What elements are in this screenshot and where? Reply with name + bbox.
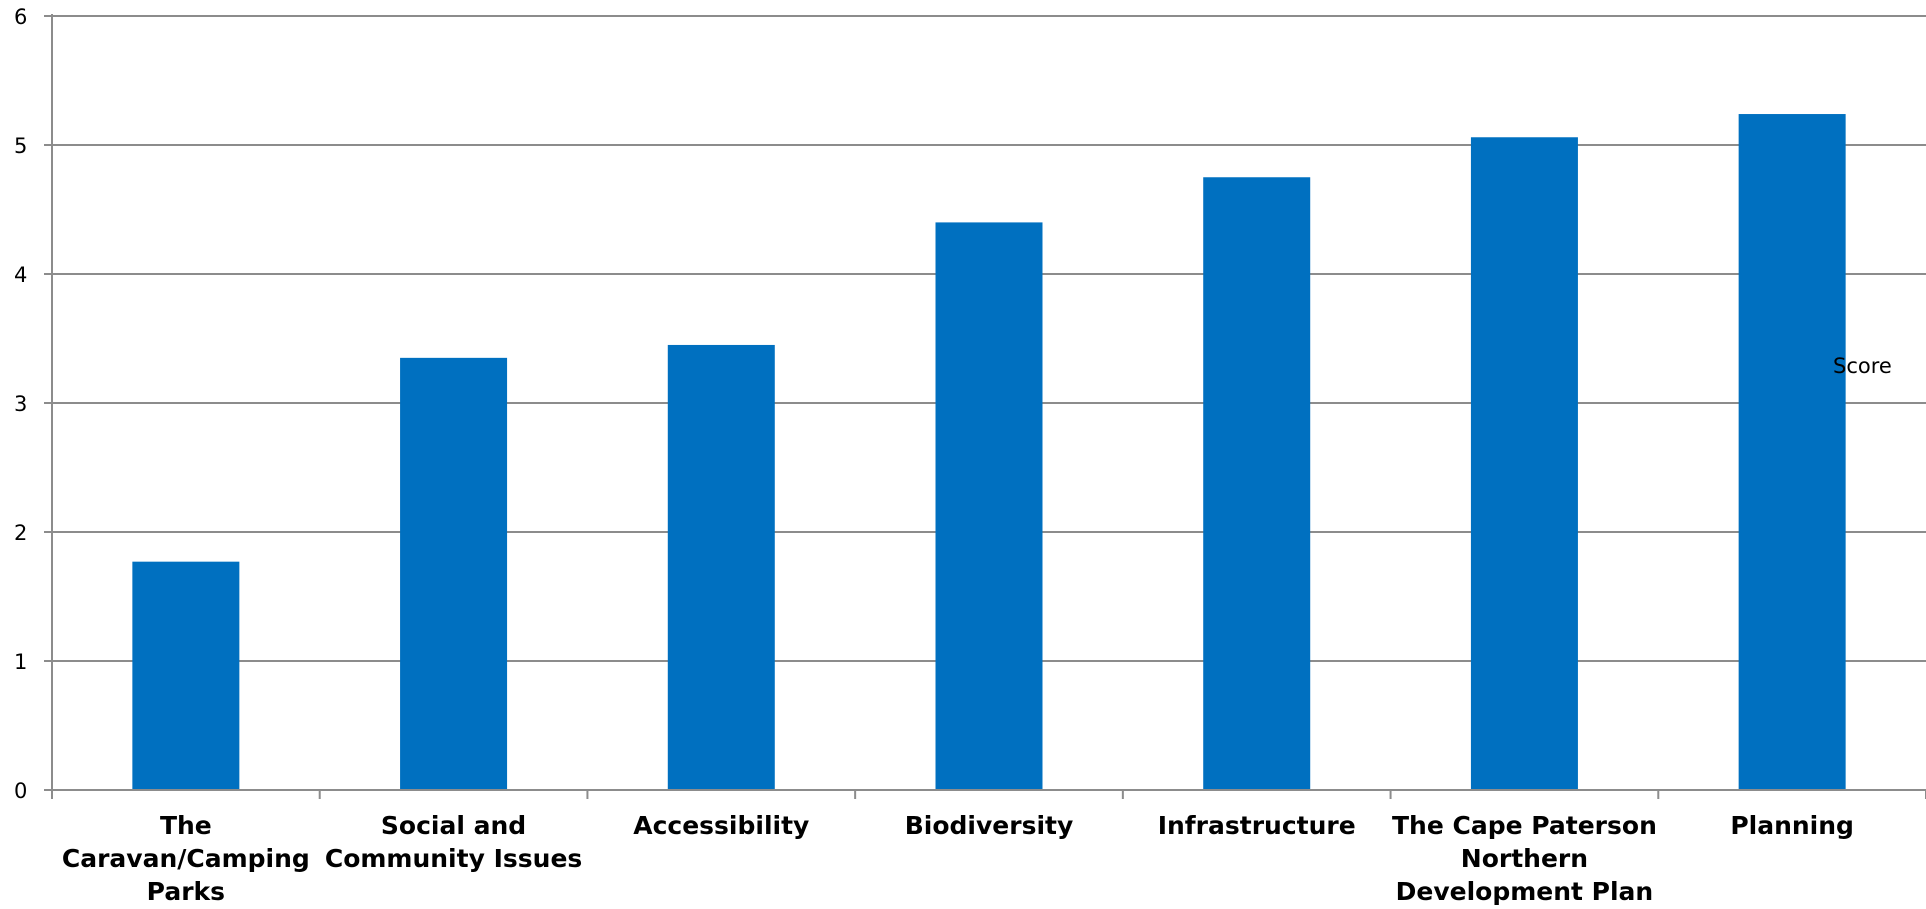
- x-tick-label-line: Community Issues: [325, 844, 582, 873]
- x-tick-label-line: The Cape Paterson: [1392, 811, 1657, 840]
- x-tick-label: Biodiversity: [905, 811, 1074, 840]
- y-axis-tick-labels: 0 1 2 3 4 5 6: [14, 5, 27, 803]
- x-tick-label: The Caravan/Camping Parks: [62, 811, 310, 906]
- x-tick-label: Planning: [1730, 811, 1854, 840]
- y-tick-label: 6: [14, 5, 27, 29]
- y-tick-label: 2: [14, 521, 27, 545]
- x-tick-label-line: The: [160, 811, 212, 840]
- y-tick-label: 1: [14, 650, 27, 674]
- axes: [44, 14, 1926, 799]
- x-tick-label: Social and Community Issues: [325, 811, 582, 873]
- x-tick-label: The Cape Paterson Northern Development Pla…: [1392, 811, 1657, 906]
- x-tick-label-line: Development Plan: [1396, 877, 1654, 906]
- legend: Score: [1833, 354, 1892, 378]
- bar: [935, 222, 1043, 790]
- x-tick-label-line: Accessibility: [633, 811, 809, 840]
- x-tick-label-line: Biodiversity: [905, 811, 1074, 840]
- bar: [667, 344, 775, 790]
- x-tick-label-line: Northern: [1461, 844, 1588, 873]
- x-tick-label-line: Parks: [147, 877, 225, 906]
- bar: [400, 357, 508, 790]
- bar-series-score: [132, 114, 1846, 791]
- legend-label-score: Score: [1833, 354, 1892, 378]
- y-tick-label: 3: [14, 392, 27, 416]
- x-tick-label-line: Planning: [1730, 811, 1854, 840]
- x-tick-label-line: Infrastructure: [1158, 811, 1356, 840]
- y-tick-label: 0: [14, 779, 27, 803]
- bar: [1738, 114, 1846, 791]
- x-tick-label: Infrastructure: [1158, 811, 1356, 840]
- x-tick-label-line: Caravan/Camping: [62, 844, 310, 873]
- y-tick-label: 4: [14, 263, 27, 287]
- x-tick-label-line: Social and: [381, 811, 526, 840]
- x-axis-tick-labels: The Caravan/Camping Parks Social and Communi…: [62, 811, 1854, 906]
- x-tick-label: Accessibility: [633, 811, 809, 840]
- bar: [1203, 177, 1311, 790]
- bar: [132, 561, 240, 790]
- bar: [1470, 137, 1578, 790]
- y-tick-label: 5: [14, 134, 27, 158]
